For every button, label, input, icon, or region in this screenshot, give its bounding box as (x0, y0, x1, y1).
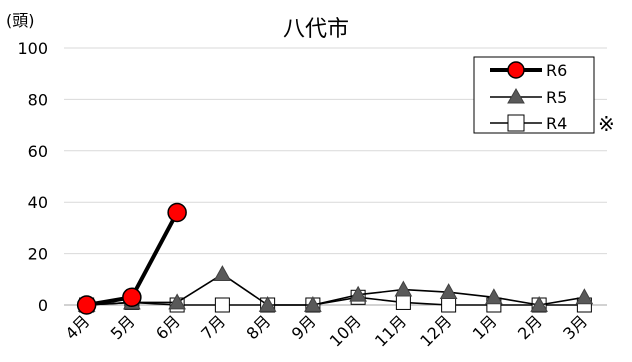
y-tick-label: 60 (28, 142, 48, 161)
data-point (530, 295, 548, 312)
x-tick-label: 3月 (559, 311, 591, 343)
legend-item-r6: R6 (490, 61, 567, 80)
legend-label-r4: R4 (546, 114, 567, 133)
legend-marker-r4 (507, 114, 525, 132)
data-point (349, 285, 367, 302)
data-point (394, 280, 413, 297)
legend-item-r4: R4 (490, 114, 567, 133)
legend-note-mark: ※ (598, 112, 615, 136)
data-point (122, 287, 142, 308)
x-tick-label: 2月 (514, 311, 546, 343)
x-tick-label: 9月 (288, 311, 320, 343)
series-layer (76, 202, 594, 315)
chart-title: 八代市 (283, 17, 349, 42)
data-point (258, 295, 277, 312)
x-tick-label: 4月 (62, 311, 94, 343)
data-point (213, 265, 232, 282)
data-point (441, 297, 457, 313)
y-axis-label: (頭) (6, 11, 35, 30)
data-point (485, 288, 503, 305)
series-line (86, 296, 585, 306)
y-tick-label: 0 (38, 296, 48, 315)
x-tick-label: 10月 (326, 311, 365, 350)
data-point (439, 283, 458, 300)
x-tick-labels: 4月 5月 6月 7月 8月 9月 10月 11月 12月 1月 2月 3月 (62, 311, 592, 350)
data-point (214, 297, 230, 313)
y-tick-label: 80 (28, 90, 48, 109)
data-point (575, 288, 594, 305)
y-tick-label: 100 (17, 39, 48, 58)
legend-label-r6: R6 (546, 61, 567, 80)
x-tick-label: 7月 (197, 311, 229, 343)
legend-marker-r6 (507, 61, 525, 79)
y-tick-label: 20 (28, 245, 48, 264)
data-point (168, 293, 186, 310)
x-tick-label: 5月 (107, 311, 139, 343)
legend: R6 R5 R4 (473, 56, 595, 134)
series-r6 (76, 202, 187, 315)
legend-label-r5: R5 (546, 88, 567, 107)
data-point (304, 295, 322, 312)
x-tick-label: 8月 (243, 311, 275, 343)
y-tick-labels: 0 20 40 60 80 100 (17, 39, 48, 315)
x-tick-label: 6月 (152, 311, 184, 343)
data-point (76, 295, 97, 315)
data-point (395, 294, 411, 310)
y-tick-label: 40 (28, 193, 48, 212)
legend-item-r5: R5 (490, 87, 567, 107)
x-tick-label: 12月 (416, 311, 455, 350)
x-tick-label: 1月 (469, 311, 501, 343)
data-point (167, 202, 187, 223)
series-line (86, 273, 585, 306)
x-tick-label: 11月 (371, 311, 410, 350)
legend-marker-r5 (507, 87, 525, 104)
